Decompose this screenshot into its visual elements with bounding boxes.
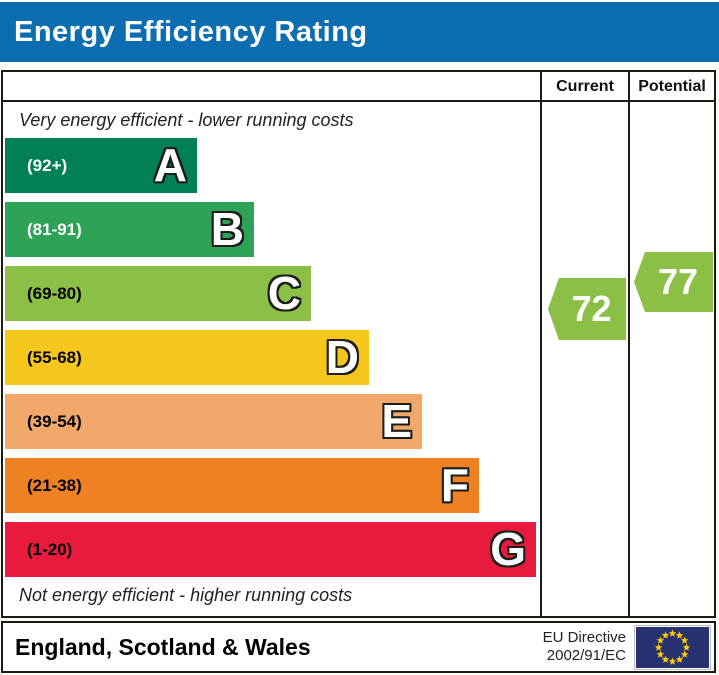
band-d-range: (55-68)	[27, 347, 82, 367]
band-d: (55-68) D	[5, 330, 369, 385]
region-label: England, Scotland & Wales	[15, 634, 311, 660]
potential-rating-arrow: 77	[634, 252, 713, 312]
band-f-letter: F	[440, 459, 469, 511]
footer-bar: England, Scotland & Wales EU Directive 2…	[1, 621, 716, 673]
band-e-letter: E	[381, 395, 412, 447]
band-f: (21-38) F	[5, 458, 479, 513]
header-divider	[3, 100, 714, 102]
current-rating-value: 72	[571, 288, 612, 329]
potential-column-divider	[628, 72, 630, 616]
band-g-letter: G	[490, 523, 526, 575]
page-title: Energy Efficiency Rating	[14, 15, 368, 48]
eu-directive-label: EU Directive 2002/91/EC	[542, 629, 626, 664]
band-c-letter: C	[267, 267, 301, 319]
band-e-range: (39-54)	[27, 411, 82, 431]
band-b-letter: B	[210, 203, 244, 255]
potential-rating-value: 77	[657, 261, 699, 302]
band-e: (39-54) E	[5, 394, 422, 449]
band-b: (81-91) B	[5, 202, 254, 257]
band-c: (69-80) C	[5, 266, 311, 321]
rating-chart: Current Potential Very energy efficient …	[1, 70, 716, 618]
band-g: (1-20) G	[5, 522, 536, 577]
band-a: (92+) A	[5, 138, 197, 193]
band-f-range: (21-38)	[27, 475, 82, 495]
band-c-range: (69-80)	[27, 283, 82, 303]
title-bar: Energy Efficiency Rating	[0, 2, 719, 62]
band-a-letter: A	[153, 139, 187, 191]
current-column-header: Current	[556, 78, 614, 95]
caption-very-efficient: Very energy efficient - lower running co…	[19, 110, 354, 130]
band-d-letter: D	[325, 331, 359, 383]
current-column-divider	[540, 72, 542, 616]
potential-column-header: Potential	[638, 78, 706, 95]
caption-not-efficient: Not energy efficient - higher running co…	[19, 585, 353, 605]
band-a-range: (92+)	[27, 155, 68, 175]
eu-flag-icon	[634, 625, 711, 670]
band-b-range: (81-91)	[27, 219, 82, 239]
current-rating-arrow: 72	[548, 278, 626, 340]
band-g-range: (1-20)	[27, 539, 73, 559]
